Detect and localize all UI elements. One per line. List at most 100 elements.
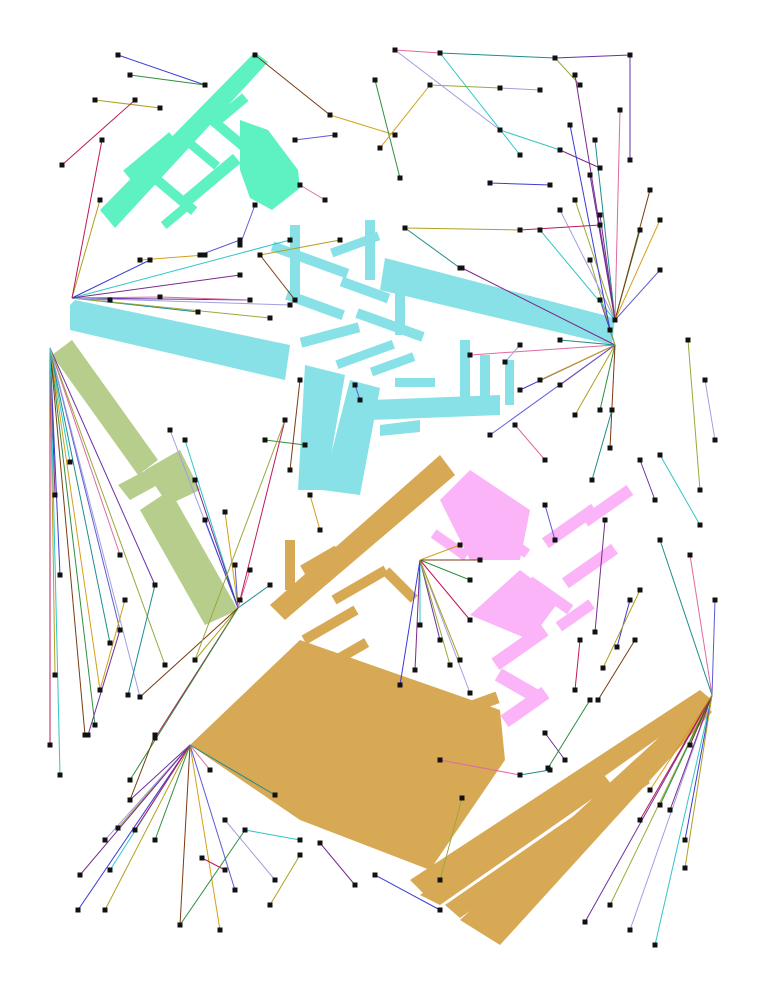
node [612, 317, 618, 323]
node [127, 797, 133, 803]
node [572, 412, 578, 418]
wire [711, 599, 716, 696]
wire [591, 409, 613, 481]
node [267, 582, 273, 588]
node [457, 265, 463, 271]
node [617, 107, 623, 113]
wire [139, 607, 239, 698]
wire [189, 744, 276, 796]
node [542, 730, 548, 736]
cyan-bar [330, 231, 381, 258]
node [542, 502, 548, 508]
node [282, 417, 288, 423]
cyan-bar [419, 285, 451, 305]
wire [194, 479, 239, 609]
cyan-bar [299, 322, 361, 348]
node [102, 837, 108, 843]
wire [602, 589, 641, 669]
wire [154, 744, 191, 841]
node [97, 687, 103, 693]
wire [439, 759, 521, 776]
wire [201, 857, 226, 871]
node [614, 644, 620, 650]
node [667, 807, 673, 813]
wire [669, 694, 713, 811]
node [397, 175, 403, 181]
node [125, 692, 131, 698]
node [157, 294, 163, 300]
wire [689, 694, 713, 746]
wire [264, 439, 306, 446]
wire [71, 274, 241, 299]
node [59, 162, 65, 168]
wire [559, 209, 616, 321]
gold-bar [285, 540, 295, 590]
cyan-wing [380, 258, 615, 345]
cyan-bar [505, 360, 514, 405]
node [417, 622, 423, 628]
node [257, 252, 263, 258]
wire [649, 694, 713, 791]
node [597, 407, 603, 413]
node [597, 222, 603, 228]
gold-bar [300, 545, 340, 575]
gold-bar [348, 740, 412, 790]
wire [269, 854, 301, 906]
node [292, 137, 298, 143]
node [657, 452, 663, 458]
wire [289, 379, 301, 471]
wire [439, 52, 521, 156]
node [107, 640, 113, 646]
node [402, 225, 408, 231]
node [232, 562, 238, 568]
cyan-bar [369, 352, 416, 377]
node [157, 105, 163, 111]
node [137, 257, 143, 263]
node [247, 297, 253, 303]
wire [49, 347, 101, 691]
node [467, 352, 473, 358]
node [267, 902, 273, 908]
mint-bar [123, 132, 177, 180]
node [52, 672, 58, 678]
node [517, 387, 523, 393]
wire [374, 79, 401, 179]
wire [554, 54, 631, 59]
node [297, 377, 303, 383]
wire [71, 239, 291, 299]
wire [639, 459, 656, 501]
gold-bar [420, 691, 500, 731]
node [502, 359, 508, 365]
node [192, 477, 198, 483]
node [322, 197, 328, 203]
node [542, 457, 548, 463]
wire [104, 744, 191, 911]
mint-bar [160, 200, 193, 229]
wire [117, 54, 206, 86]
node [267, 315, 273, 321]
node [459, 795, 465, 801]
wire [224, 819, 276, 881]
wire [514, 424, 546, 461]
cyan-fork [370, 395, 500, 420]
wire [237, 584, 271, 609]
wire [379, 84, 431, 149]
node [107, 867, 113, 873]
node [115, 52, 121, 58]
node [132, 827, 138, 833]
wire [614, 219, 661, 321]
pink-body [470, 570, 560, 640]
node [107, 297, 113, 303]
gold-body [190, 640, 505, 870]
wire [194, 607, 239, 661]
mint-bar [179, 153, 241, 209]
node-layer [47, 47, 718, 948]
node [682, 837, 688, 843]
wire [394, 49, 441, 54]
node [202, 252, 208, 258]
node [327, 112, 333, 118]
cluster-olive [52, 340, 238, 625]
wire [189, 744, 211, 771]
node [152, 582, 158, 588]
